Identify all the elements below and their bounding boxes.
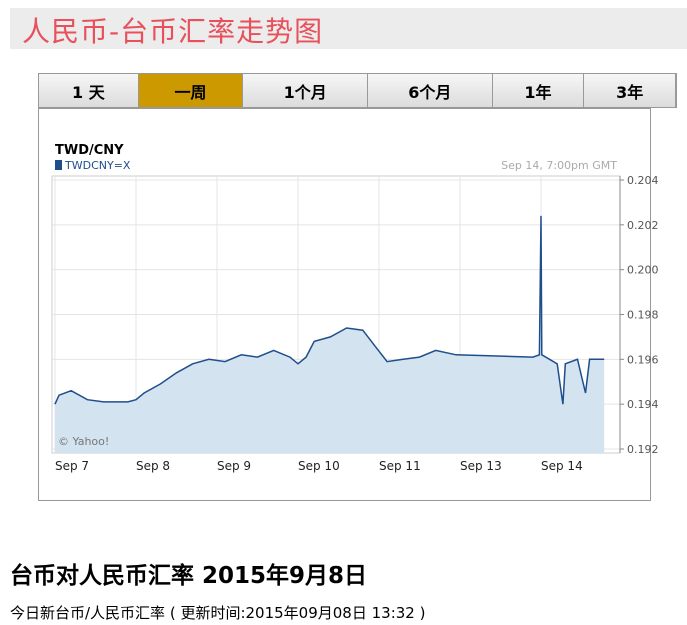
- x-tick-label: Sep 14: [541, 459, 583, 473]
- y-tick-label: 0.192: [627, 443, 659, 456]
- section-subtitle: 今日新台币/人民币汇率 ( 更新时间:2015年09月08日 13:32 ): [10, 604, 426, 622]
- x-tick-label: Sep 13: [460, 459, 502, 473]
- tab[interactable]: 1年: [492, 74, 585, 107]
- x-tick-label: Sep 7: [55, 459, 89, 473]
- credit: © Yahoo!: [58, 435, 109, 448]
- x-tick-label: Sep 9: [217, 459, 251, 473]
- tab[interactable]: 3年: [584, 74, 677, 107]
- tab[interactable]: 1 天: [39, 74, 139, 107]
- chart-box: [38, 108, 651, 501]
- x-tick-label: Sep 8: [136, 459, 170, 473]
- y-tick-label: 0.202: [627, 219, 659, 232]
- y-tick-label: 0.200: [627, 264, 659, 277]
- y-tick-label: 0.196: [627, 353, 659, 366]
- line: [54, 215, 605, 405]
- page-title: 人民币-台币汇率走势图: [22, 15, 324, 48]
- chart-title: TWD/CNY: [55, 143, 124, 158]
- y-tick-label: 0.194: [627, 398, 659, 411]
- y-tick-label: 0.198: [627, 309, 659, 322]
- tab[interactable]: 一周: [138, 74, 244, 107]
- x-tick-label: Sep 10: [298, 459, 340, 473]
- header: 人民币-台币汇率走势图: [10, 8, 687, 49]
- x-tick-label: Sep 11: [379, 459, 421, 473]
- area: [55, 215, 605, 453]
- tab[interactable]: 6个月: [367, 74, 493, 107]
- y-tick-label: 0.204: [627, 174, 659, 187]
- section-heading: 台币对人民币汇率 2015年9月8日: [10, 563, 368, 589]
- legend-swatch: [55, 160, 62, 170]
- legend-label: TWDCNY=X: [64, 159, 131, 172]
- tab-bar: 1 天一周 1个月 6个月 1年 3年: [38, 73, 677, 108]
- tab[interactable]: 1个月: [243, 74, 368, 107]
- timestamp: Sep 14, 7:00pm GMT: [501, 159, 617, 172]
